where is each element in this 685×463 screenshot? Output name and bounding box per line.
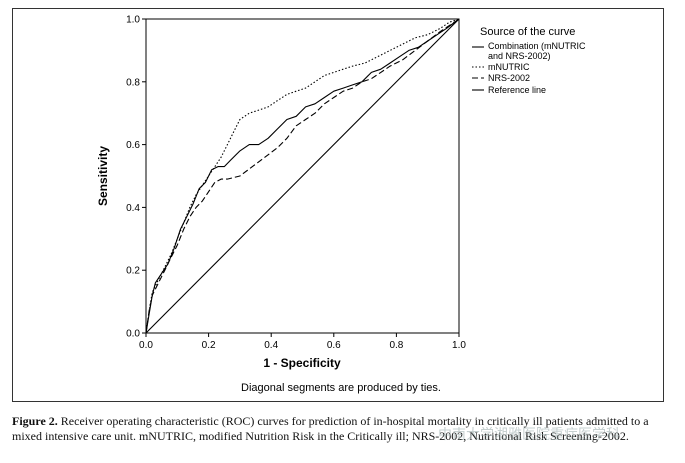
x-tick-label: 0.2 [202, 340, 216, 351]
watermark: 中南大学湘雅医院重症医学科 [438, 427, 620, 443]
legend-title: Source of the curve [480, 26, 575, 38]
figure-label: Figure 2. [12, 414, 58, 428]
plot-area [145, 18, 460, 334]
x-tick-label: 1.0 [452, 340, 466, 351]
series-layer [145, 18, 460, 334]
series-line-combination-mnutric-and-nrs-2002 [145, 18, 460, 334]
legend-label: mNUTRIC [488, 62, 530, 72]
series-line-mnutric [145, 18, 460, 334]
x-tick-label: 0.6 [327, 340, 341, 351]
x-axis-title: 1 - Specificity [263, 356, 341, 370]
y-axis-title: Sensitivity [96, 146, 110, 206]
series-line-nrs-2002 [145, 18, 460, 334]
y-tick-label: 0.6 [126, 140, 140, 151]
legend-label-continued: and NRS-2002) [488, 51, 551, 61]
y-tick-label: 0.8 [126, 77, 140, 88]
legend-label: Reference line [488, 85, 546, 95]
legend-label: NRS-2002 [488, 73, 530, 83]
figure-caption-text: Receiver operating characteristic (ROC) … [12, 414, 649, 443]
x-tick-label: 0.0 [139, 340, 153, 351]
plot-border [145, 18, 460, 334]
y-tick-label: 0.0 [126, 329, 140, 340]
axis-ticks: 0.0 0.2 0.4 0.6 0.8 1.0 0.0 0.2 0.4 0.6 0.8 1.0 [126, 15, 466, 352]
x-tick-label: 0.4 [264, 340, 278, 351]
y-tick-label: 0.4 [126, 203, 140, 214]
legend-label: Combination (mNUTRIC [488, 41, 586, 51]
figure-caption: Figure 2. Receiver operating characteris… [12, 414, 668, 444]
x-tick-label: 0.8 [389, 340, 403, 351]
chart-frame [12, 8, 664, 402]
y-tick-label: 1.0 [126, 15, 140, 26]
series-line-reference-line [145, 18, 460, 334]
chart-footnote: Diagonal segments are produced by ties. [241, 382, 441, 394]
y-tick-label: 0.2 [126, 266, 140, 277]
